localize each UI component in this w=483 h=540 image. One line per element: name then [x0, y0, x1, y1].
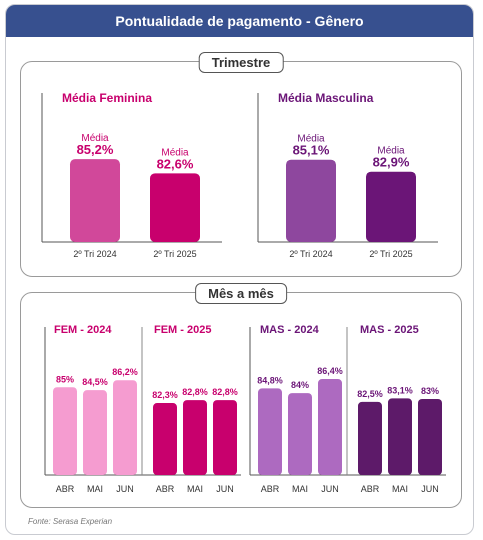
fem-quarter-tick-0: 2º Tri 2024 [73, 249, 116, 259]
masc-monthly-s1-bar-0 [358, 401, 382, 475]
fem-monthly-s1-data-label-1: 82,8% [182, 387, 208, 397]
fem-monthly-s0-tick-2: JUN [116, 484, 134, 494]
masc-monthly-s1-data-label-0: 82,5% [357, 389, 383, 399]
masc-monthly-s1-tick-1: MAI [392, 484, 408, 494]
masc-monthly-s0-data-label-0: 84,8% [257, 375, 283, 385]
fem-monthly-s1-bar-2 [213, 400, 237, 475]
fem-monthly-s0-data-label-0: 85% [56, 374, 74, 384]
masc-monthly-s0-data-label-2: 86,4% [317, 366, 343, 376]
masc-monthly-s0-tick-0: ABR [261, 484, 280, 494]
masc-quarter-tick-0: 2º Tri 2024 [289, 249, 332, 259]
fem-quarter-data-label-1: 82,6% [157, 156, 194, 171]
fem-monthly-s1-bar-1 [183, 400, 207, 475]
masc-quarter-data-label-0: 85,1% [293, 143, 330, 158]
masc-quarter-bar-1 [366, 171, 416, 242]
masc-quarter-tick-1: 2º Tri 2025 [369, 249, 412, 259]
fem-quarter-bar-1 [150, 173, 200, 242]
fem-quarter-data-label-0: 85,2% [77, 142, 114, 157]
fem-quarter-data-prefix-1: Média [161, 147, 189, 158]
masc-monthly-s0-bar-1 [288, 393, 312, 475]
fem-quarter-data-prefix-0: Média [81, 133, 109, 144]
masc-chart-title: Média Masculina [278, 91, 374, 105]
fem-monthly-s0-data-label-2: 86,2% [112, 367, 138, 377]
fem-monthly-s1-data-label-0: 82,3% [152, 390, 178, 400]
fem-monthly-s1-tick-0: ABR [156, 484, 175, 494]
chart-card: Pontualidade de pagamento - Gênero Trime… [5, 4, 474, 535]
masc-quarter-data-prefix-1: Média [377, 146, 405, 157]
masc-monthly-s1-data-label-1: 83,1% [387, 385, 413, 395]
fem-monthly-s1-data-label-2: 82,8% [212, 387, 238, 397]
mas-2024-title: MAS - 2024 [260, 324, 319, 336]
masc-quarter-data-prefix-0: Média [297, 134, 325, 145]
masc-monthly-s0-tick-1: MAI [292, 484, 308, 494]
fem-monthly-s1-tick-1: MAI [187, 484, 203, 494]
trimestre-section-label: Trimestre [198, 52, 284, 73]
masc-monthly-s0-bar-0 [258, 388, 282, 475]
fem-quarter-tick-1: 2º Tri 2025 [153, 249, 196, 259]
masc-monthly-s1-tick-0: ABR [361, 484, 380, 494]
mes-section-label: Mês a mês [195, 283, 287, 304]
fem-2024-title: FEM - 2024 [54, 324, 112, 336]
fem-monthly-s1-tick-2: JUN [216, 484, 234, 494]
mas-2025-title: MAS - 2025 [360, 324, 419, 336]
fem-monthly-s0-tick-0: ABR [56, 484, 75, 494]
masc-monthly-s0-data-label-1: 84% [291, 380, 309, 390]
masc-quarter-data-label-1: 82,9% [373, 155, 410, 170]
masc-monthly-s1-bar-1 [388, 398, 412, 475]
fem-2025-title: FEM - 2025 [154, 324, 212, 336]
masc-monthly-s0-bar-2 [318, 379, 342, 475]
fem-monthly-s0-bar-1 [83, 390, 107, 475]
fem-chart-title: Média Feminina [62, 91, 153, 105]
fem-monthly-s0-bar-2 [113, 380, 137, 475]
fem-monthly-s0-bar-0 [53, 387, 77, 475]
masc-monthly-s1-bar-2 [418, 398, 442, 475]
masc-monthly-s1-data-label-2: 83% [421, 386, 439, 396]
fem-monthly-s0-tick-1: MAI [87, 484, 103, 494]
fem-monthly-s1-bar-0 [153, 403, 177, 475]
masc-monthly-s0-tick-2: JUN [321, 484, 339, 494]
fem-monthly-s0-data-label-1: 84,5% [82, 377, 108, 387]
masc-quarter-bar-0 [286, 159, 336, 242]
source-note: Fonte: Serasa Experian [28, 517, 113, 526]
masc-monthly-s1-tick-2: JUN [421, 484, 439, 494]
fem-quarter-bar-0 [70, 159, 120, 242]
page-title: Pontualidade de pagamento - Gênero [6, 5, 473, 37]
